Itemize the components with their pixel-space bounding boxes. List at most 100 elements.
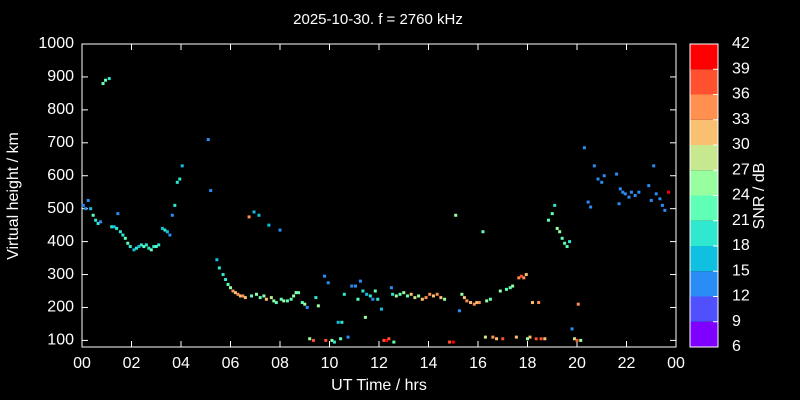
point bbox=[539, 337, 543, 341]
point bbox=[221, 273, 225, 277]
point bbox=[91, 213, 95, 217]
x-tick-label: 00 bbox=[667, 355, 685, 372]
colorbar-band bbox=[690, 195, 718, 221]
point bbox=[215, 258, 219, 262]
point bbox=[115, 226, 119, 230]
point bbox=[282, 299, 286, 303]
point bbox=[592, 164, 596, 168]
point bbox=[534, 337, 538, 341]
point bbox=[382, 338, 386, 342]
point bbox=[267, 223, 271, 227]
point bbox=[654, 192, 658, 196]
point bbox=[292, 294, 296, 298]
point bbox=[224, 277, 228, 281]
y-tick-label: 300 bbox=[47, 266, 74, 283]
point bbox=[448, 340, 452, 344]
point bbox=[257, 213, 261, 217]
point bbox=[289, 297, 293, 301]
point bbox=[332, 340, 336, 344]
point bbox=[116, 212, 120, 216]
point bbox=[89, 207, 93, 211]
point bbox=[495, 337, 499, 341]
point bbox=[560, 236, 564, 240]
point bbox=[602, 174, 606, 178]
point bbox=[392, 340, 396, 344]
point bbox=[579, 338, 583, 342]
point bbox=[472, 302, 476, 306]
point bbox=[570, 327, 574, 331]
colorbar-tick-label: 27 bbox=[732, 161, 750, 178]
colorbar-band bbox=[690, 271, 718, 297]
point bbox=[123, 236, 127, 240]
colorbar-tick-label: 33 bbox=[732, 111, 750, 128]
point bbox=[501, 337, 505, 341]
point bbox=[206, 138, 210, 142]
point bbox=[615, 172, 619, 176]
point bbox=[339, 337, 343, 341]
colorbar-tick-label: 12 bbox=[732, 288, 750, 305]
y-tick-label: 200 bbox=[47, 299, 74, 316]
x-tick-label: 06 bbox=[222, 355, 240, 372]
point bbox=[101, 82, 105, 86]
point bbox=[209, 189, 213, 193]
point bbox=[137, 245, 141, 249]
point bbox=[342, 292, 346, 296]
point bbox=[519, 274, 523, 278]
point bbox=[147, 246, 151, 250]
point bbox=[384, 338, 388, 342]
point bbox=[379, 307, 383, 311]
point bbox=[107, 77, 111, 81]
point bbox=[264, 297, 268, 301]
colorbar-tick-label: 9 bbox=[732, 313, 741, 330]
point bbox=[118, 230, 122, 234]
point bbox=[481, 230, 485, 234]
point bbox=[647, 184, 651, 188]
colorbar-tick-label: 21 bbox=[732, 212, 750, 229]
colorbar-tick-label: 24 bbox=[732, 187, 750, 204]
point bbox=[387, 337, 391, 341]
point bbox=[469, 301, 473, 305]
point bbox=[353, 284, 357, 288]
point bbox=[517, 276, 521, 280]
point bbox=[371, 297, 375, 301]
point bbox=[81, 203, 85, 207]
point bbox=[314, 296, 318, 300]
point bbox=[420, 297, 424, 301]
point bbox=[358, 279, 362, 283]
point bbox=[498, 289, 502, 293]
point bbox=[84, 207, 88, 211]
point bbox=[547, 218, 551, 222]
point bbox=[303, 302, 307, 306]
point bbox=[96, 221, 100, 225]
colorbar-tick-label: 30 bbox=[732, 136, 750, 153]
x-tick-label: 18 bbox=[519, 355, 537, 372]
point bbox=[326, 281, 330, 285]
point bbox=[652, 164, 656, 168]
point bbox=[94, 218, 98, 222]
point bbox=[178, 177, 182, 181]
point bbox=[443, 297, 447, 301]
point bbox=[621, 190, 625, 194]
point bbox=[405, 294, 409, 298]
point bbox=[457, 309, 461, 313]
point bbox=[618, 187, 622, 191]
point bbox=[241, 294, 245, 298]
point bbox=[104, 78, 108, 82]
colorbar-band bbox=[690, 170, 718, 196]
point bbox=[269, 296, 273, 300]
colorbar-label: SNR / dB bbox=[751, 163, 768, 230]
colorbar-band bbox=[690, 69, 718, 95]
point bbox=[488, 297, 492, 301]
point bbox=[149, 248, 153, 252]
colorbar-band bbox=[690, 246, 718, 272]
y-tick-label: 1000 bbox=[38, 35, 74, 52]
point bbox=[272, 299, 276, 303]
x-tick-label: 08 bbox=[271, 355, 289, 372]
point bbox=[154, 245, 158, 249]
point bbox=[462, 296, 466, 300]
x-axis-label: UT Time / hrs bbox=[331, 377, 427, 394]
point bbox=[262, 294, 266, 298]
colorbar-band bbox=[690, 94, 718, 120]
point bbox=[394, 294, 398, 298]
